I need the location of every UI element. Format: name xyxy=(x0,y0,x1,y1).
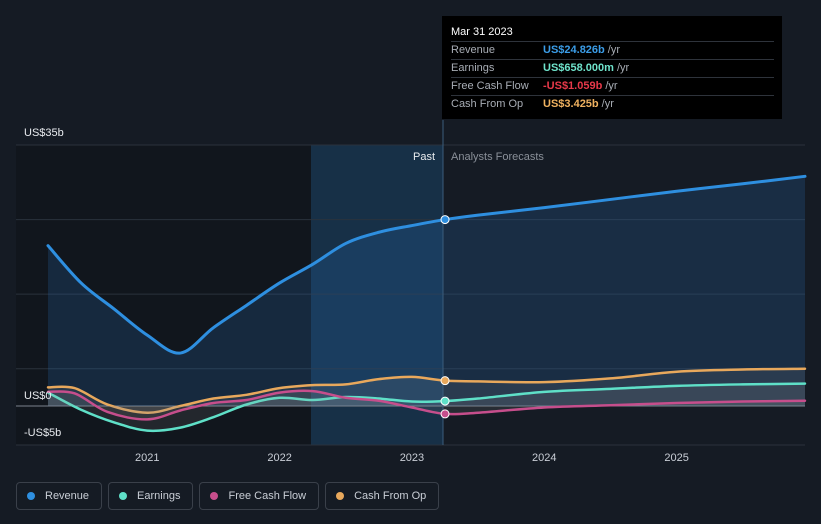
free-cash-flow-point xyxy=(440,409,450,419)
legend-item-earnings[interactable]: Earnings xyxy=(108,482,194,510)
y-axis-labels: US$35b US$0 -US$5b xyxy=(24,127,64,439)
legend-item-free-cash-flow[interactable]: Free Cash Flow xyxy=(199,482,320,510)
x-tick-label: 2023 xyxy=(400,452,424,464)
tooltip-row-free-cash-flow: Free Cash Flow -US$1.059b /yr xyxy=(451,77,774,95)
revenue-line xyxy=(46,174,807,355)
legend-label: Cash From Op xyxy=(354,490,427,502)
legend-label: Earnings xyxy=(137,490,181,502)
y-tick-label: -US$5b xyxy=(24,427,61,439)
revenue-dot-icon xyxy=(27,492,35,500)
tooltip-label: Cash From Op xyxy=(451,98,524,110)
past-label: Past xyxy=(413,151,435,163)
earnings-line xyxy=(46,382,807,433)
tooltip-row-earnings: Earnings US$658.000m /yr xyxy=(451,59,774,77)
cash-from-op-dot-icon xyxy=(336,492,345,500)
revenue-area xyxy=(48,176,805,406)
tooltip-row-cash-from-op: Cash From Op US$3.425b /yr xyxy=(451,95,774,113)
tooltip-row-revenue: Revenue US$24.826b /yr xyxy=(451,41,774,59)
tooltip-unit: /yr xyxy=(616,62,630,74)
x-tick-label: 2021 xyxy=(135,452,159,464)
legend-item-revenue[interactable]: Revenue xyxy=(16,482,103,510)
series-layer xyxy=(46,174,807,433)
x-tick-label: 2025 xyxy=(664,452,688,464)
tooltip-value: US$658.000m xyxy=(543,62,614,74)
tooltip-value: US$24.826b xyxy=(543,44,605,56)
free-cash-flow-dot-icon xyxy=(210,492,219,500)
tooltip-value: US$3.425b xyxy=(543,98,599,110)
forecast-label: Analysts Forecasts xyxy=(451,151,544,163)
cash-from-op-line xyxy=(46,367,807,414)
legend-label: Revenue xyxy=(45,490,90,502)
y-tick-label: US$0 xyxy=(24,390,52,402)
tooltip-date: Mar 31 2023 xyxy=(451,26,513,38)
y-tick-label: US$35b xyxy=(24,127,64,139)
earnings-point xyxy=(440,396,450,406)
tooltip-label: Earnings xyxy=(451,62,495,74)
tooltip: Mar 31 2023 Revenue US$24.826b /yr Earni… xyxy=(442,16,782,119)
tooltip-unit: /yr xyxy=(601,98,614,110)
earnings-area xyxy=(48,383,805,431)
legend: Revenue Earnings Free Cash Flow Cash Fro… xyxy=(16,482,440,510)
free-cash-flow-line xyxy=(46,389,807,421)
tooltip-unit: /yr xyxy=(607,44,620,56)
x-tick-label: 2024 xyxy=(532,452,556,464)
tooltip-label: Free Cash Flow xyxy=(451,80,529,92)
revenue-point xyxy=(440,215,450,225)
tooltip-unit: /yr xyxy=(605,80,618,92)
legend-label: Free Cash Flow xyxy=(228,490,307,502)
tooltip-value: -US$1.059b xyxy=(543,80,603,92)
x-tick-label: 2022 xyxy=(267,452,291,464)
tooltip-label: Revenue xyxy=(451,44,496,56)
x-axis-labels: 2021 2022 2023 2024 2025 xyxy=(135,452,689,464)
earnings-dot-icon xyxy=(119,492,128,500)
markers xyxy=(440,215,450,419)
cash-from-op-point xyxy=(440,376,450,386)
legend-item-cash-from-op[interactable]: Cash From Op xyxy=(325,482,440,510)
